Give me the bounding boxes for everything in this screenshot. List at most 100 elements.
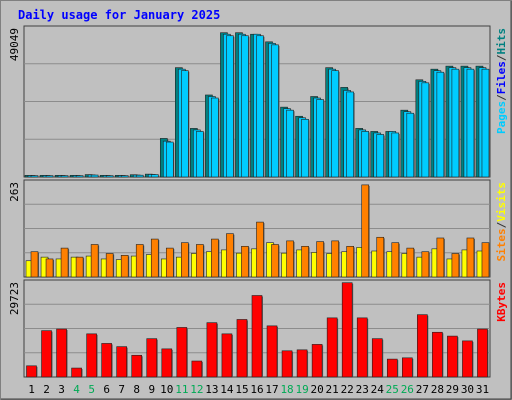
bar-sites-day-undefined xyxy=(361,184,370,278)
x-tick-label: 15 xyxy=(235,383,248,396)
bar-kbytes-day-undefined xyxy=(131,354,143,378)
bar-pages-day-18 xyxy=(286,109,294,178)
bar-pages-day-26 xyxy=(406,112,415,178)
bar-kbytes-day-undefined xyxy=(71,367,82,378)
bar-pages-day-27 xyxy=(421,82,430,178)
bar-pages-day-8 xyxy=(135,174,144,178)
bar-pages-day-19 xyxy=(301,118,309,178)
bar-kbytes-day-undefined xyxy=(477,328,488,378)
bar-kbytes-day-undefined xyxy=(176,327,188,378)
bar-sites-day-undefined xyxy=(241,245,249,278)
x-tick-label: 1 xyxy=(28,383,35,396)
x-tick-label: 13 xyxy=(205,383,218,396)
x-tick-label: 17 xyxy=(265,383,278,396)
bar-sites-day-undefined xyxy=(421,251,430,278)
bar-sites-day-undefined xyxy=(60,247,69,278)
x-tick-label: 24 xyxy=(371,383,385,396)
x-tick-label: 14 xyxy=(220,383,234,396)
x-tick-label: 27 xyxy=(416,383,429,396)
x-tick-label: 30 xyxy=(461,383,474,396)
bar-sites-day-undefined xyxy=(466,237,475,278)
bar-sites-day-undefined xyxy=(391,242,400,278)
bar-kbytes-day-undefined xyxy=(356,317,368,378)
bar-pages-day-14 xyxy=(226,35,234,178)
bar-sites-day-undefined xyxy=(211,238,219,278)
bar-kbytes-day-undefined xyxy=(402,357,413,378)
bar-pages-day-21 xyxy=(331,70,339,178)
bar-kbytes-day-undefined xyxy=(26,365,37,378)
bar-sites-day-undefined xyxy=(196,244,204,278)
bar-pages-day-20 xyxy=(316,99,324,178)
legend-bottom: KBytes xyxy=(495,282,508,322)
legend-entry: / xyxy=(495,94,508,101)
x-tick-label: 18 xyxy=(280,383,293,396)
legend-entry: Visits xyxy=(495,182,508,222)
x-tick-label: 25 xyxy=(386,383,399,396)
bar-sites-day-undefined xyxy=(271,244,279,278)
bar-kbytes-day-undefined xyxy=(462,340,473,378)
bar-sites-day-undefined xyxy=(451,253,460,278)
bar-pages-day-12 xyxy=(196,131,204,178)
bar-sites-day-undefined xyxy=(181,242,189,278)
bar-kbytes-day-undefined xyxy=(146,338,158,378)
y-max-label-top: 49049 xyxy=(8,28,21,61)
bar-sites-day-undefined xyxy=(90,244,99,278)
bar-pages-day-4 xyxy=(75,175,84,178)
x-tick-label: 2 xyxy=(43,383,50,396)
bar-kbytes-day-undefined xyxy=(251,295,263,378)
x-tick-label: 9 xyxy=(148,383,155,396)
bar-pages-day-7 xyxy=(120,175,129,178)
legend-entry: Sites xyxy=(495,228,508,261)
legend-entry: Files xyxy=(495,61,508,94)
legend-entry: / xyxy=(495,221,508,228)
x-tick-label: 5 xyxy=(88,383,95,396)
x-tick-label: 7 xyxy=(118,383,125,396)
bar-pages-day-17 xyxy=(271,44,279,178)
bar-pages-day-25 xyxy=(391,132,400,178)
bar-kbytes-day-undefined xyxy=(266,325,278,378)
bar-kbytes-day-undefined xyxy=(191,360,203,378)
bar-sites-day-undefined xyxy=(30,251,39,278)
bar-sites-day-undefined xyxy=(316,241,324,278)
bar-kbytes-day-undefined xyxy=(41,330,52,378)
legend-entry: / xyxy=(495,54,508,61)
bar-kbytes-day-undefined xyxy=(432,331,443,378)
legend-top: Pages/Files/Hits xyxy=(495,28,508,134)
x-tick-label: 6 xyxy=(103,383,110,396)
bar-kbytes-day-undefined xyxy=(371,338,383,378)
bar-sites-day-undefined xyxy=(150,238,159,278)
bar-kbytes-day-undefined xyxy=(161,348,173,378)
bar-pages-day-6 xyxy=(105,175,114,178)
bar-sites-day-undefined xyxy=(165,247,174,278)
bar-pages-day-24 xyxy=(376,134,385,178)
bar-sites-day-undefined xyxy=(226,233,234,278)
bar-kbytes-day-undefined xyxy=(447,335,458,378)
bar-kbytes-day-undefined xyxy=(116,346,127,378)
bar-sites-day-undefined xyxy=(436,237,445,278)
bar-pages-day-1 xyxy=(30,175,39,178)
bar-kbytes-day-undefined xyxy=(206,322,218,378)
bar-pages-day-16 xyxy=(256,35,264,178)
bar-sites-day-undefined xyxy=(481,242,490,278)
y-max-label-bottom: 29723 xyxy=(8,282,21,315)
bar-sites-day-undefined xyxy=(286,240,294,278)
x-tick-label: 16 xyxy=(250,383,263,396)
bar-kbytes-day-undefined xyxy=(296,349,308,378)
legend-entry: Hits xyxy=(495,28,508,55)
bar-pages-day-22 xyxy=(346,91,354,178)
x-tick-label: 19 xyxy=(295,383,308,396)
bar-sites-day-undefined xyxy=(406,247,415,278)
x-tick-label: 22 xyxy=(341,383,354,396)
x-tick-label: 31 xyxy=(476,383,489,396)
bar-kbytes-day-undefined xyxy=(341,282,353,378)
bar-pages-day-13 xyxy=(211,97,219,178)
bar-sites-day-undefined xyxy=(301,245,309,278)
bar-kbytes-day-undefined xyxy=(386,358,398,378)
x-tick-label: 23 xyxy=(356,383,369,396)
x-tick-label: 3 xyxy=(58,383,65,396)
x-tick-label: 26 xyxy=(401,383,414,396)
bar-kbytes-day-undefined xyxy=(417,314,428,378)
bar-sites-day-undefined xyxy=(376,236,385,278)
